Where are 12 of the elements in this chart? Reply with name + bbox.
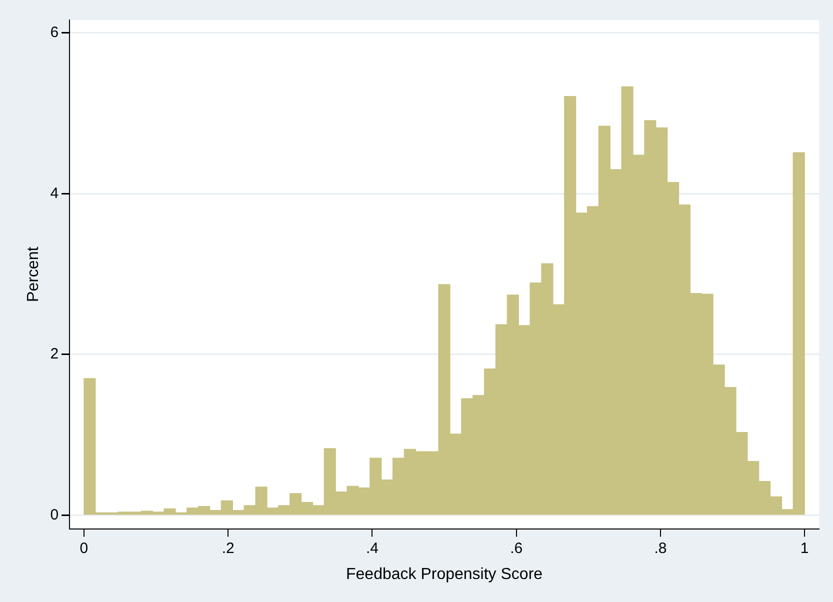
x-tick-label: .6 — [510, 540, 523, 557]
y-axis-title: Percent — [25, 246, 42, 302]
y-tick-label: 4 — [50, 184, 59, 202]
x-tick-label: .8 — [654, 540, 667, 557]
x-tick-label: .4 — [366, 540, 378, 557]
x-tick-label: .2 — [222, 540, 234, 557]
y-tick-label: 6 — [50, 24, 59, 41]
x-axis-title: Feedback Propensity Score — [346, 566, 543, 583]
y-tick-label: 0 — [50, 506, 59, 524]
x-tick-label: 0 — [80, 540, 88, 557]
y-tick-label: 2 — [50, 346, 59, 363]
x-tick-label: 1 — [800, 540, 809, 557]
